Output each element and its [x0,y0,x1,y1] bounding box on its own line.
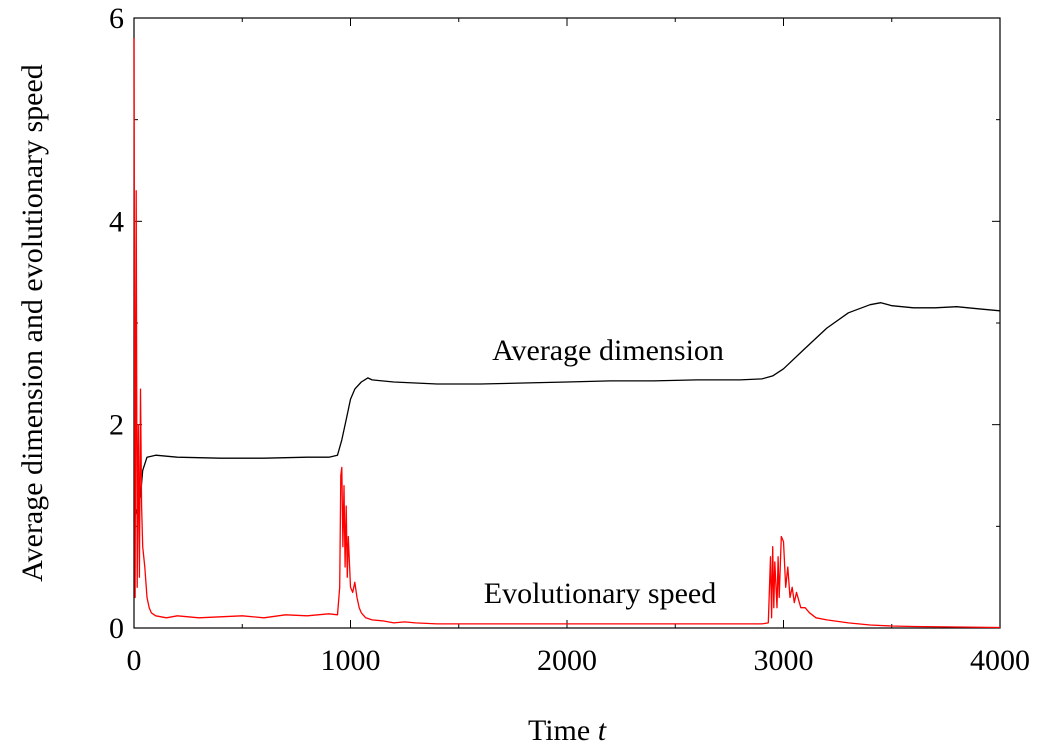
x-tick-label: 2000 [537,644,597,677]
annotation-average-dimension: Average dimension [492,334,724,367]
x-tick-label: 1000 [321,644,381,677]
x-axis-title-variable: t [598,714,607,747]
series-line-average-dimension [133,302,1001,522]
x-axis-title: Time t [528,714,607,747]
x-tick-label: 3000 [754,644,814,677]
y-tick-label: 2 [109,409,124,442]
y-axis-title: Average dimension and evolutionary speed [16,64,49,582]
x-tick-label: 0 [127,644,142,677]
axis-ticks: 0 1000 2000 3000 4000 0 2 4 6 [109,2,1030,677]
annotation-evolutionary-speed: Evolutionary speed [484,577,716,610]
plot-series [133,38,1001,629]
y-tick-label: 0 [109,612,124,645]
y-tick-label: 6 [109,2,124,35]
x-axis-title-text: Time [528,714,590,747]
y-tick-label: 4 [109,205,124,238]
series-line-evolutionary-speed [133,38,1001,629]
x-tick-label: 4000 [970,644,1030,677]
plot-frame [133,17,1001,629]
